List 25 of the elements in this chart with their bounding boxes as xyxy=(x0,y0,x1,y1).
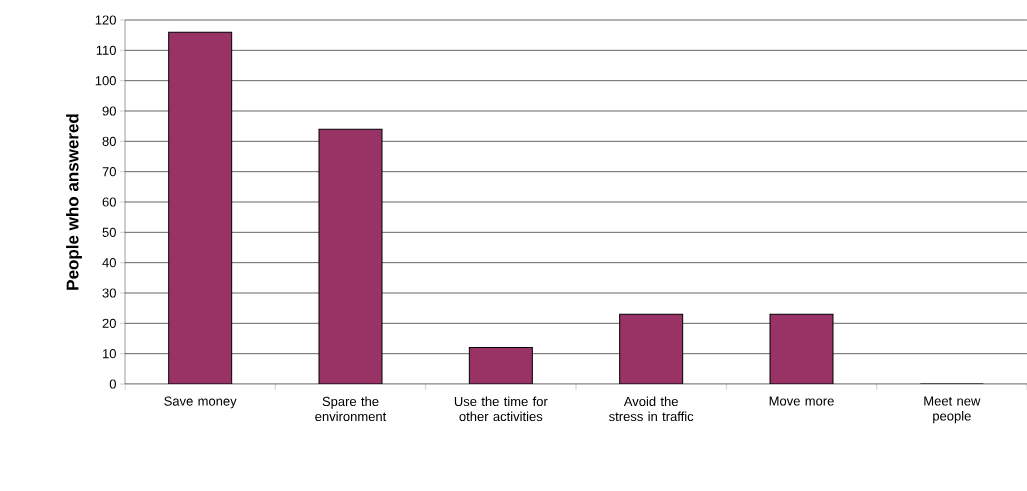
y-axis-title: People who answered xyxy=(66,114,82,290)
bar xyxy=(619,313,684,384)
x-tick-label: Spare the environment xyxy=(315,396,387,422)
x-tick-label: Save money xyxy=(164,396,237,409)
bar xyxy=(318,128,383,384)
x-tick-label: Avoid the stress in traffic xyxy=(609,396,694,422)
y-tick-label: 100 xyxy=(95,76,116,86)
x-tick-label: Use the time for other activities xyxy=(454,396,548,422)
y-tick-label: 50 xyxy=(102,227,116,237)
y-tick-label: 20 xyxy=(102,318,116,328)
bar xyxy=(468,347,533,384)
y-tick-label: 40 xyxy=(102,258,116,268)
y-tick-label: 90 xyxy=(102,106,116,116)
y-tick-label: 10 xyxy=(103,349,116,359)
bar xyxy=(168,31,233,384)
y-tick-label: 120 xyxy=(95,15,116,25)
y-tick-label: 0 xyxy=(109,379,116,389)
bar xyxy=(769,313,834,384)
y-tick-label: 30 xyxy=(102,288,116,298)
y-tick-label: 80 xyxy=(102,136,116,146)
x-tick-label: Meet new people xyxy=(924,396,981,424)
y-tick-label: 110 xyxy=(96,45,116,55)
y-tick-label: 60 xyxy=(102,197,116,207)
y-tick-label: 70 xyxy=(102,167,116,177)
x-tick-label: Move more xyxy=(769,396,834,406)
